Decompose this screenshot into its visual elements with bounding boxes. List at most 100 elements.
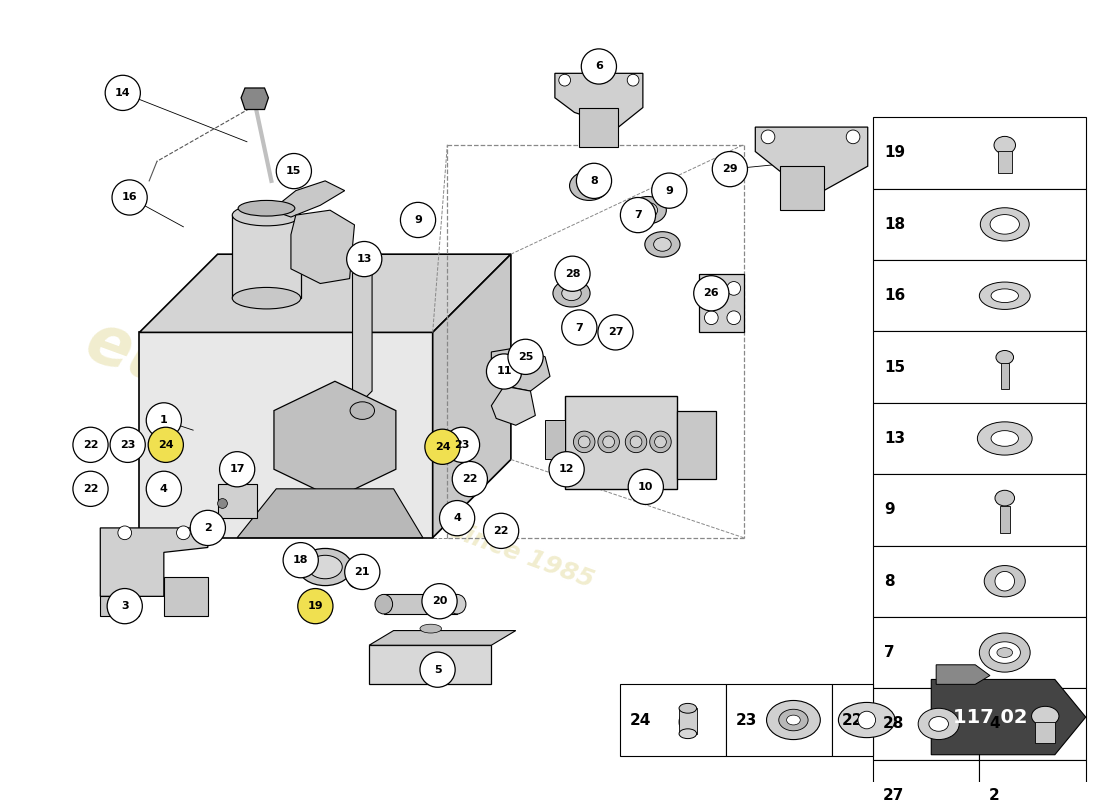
Text: 4: 4: [160, 484, 168, 494]
Ellipse shape: [570, 171, 608, 201]
Bar: [872, 331, 1086, 402]
Text: 25: 25: [518, 352, 534, 362]
Circle shape: [694, 276, 729, 311]
Ellipse shape: [562, 286, 581, 301]
Polygon shape: [546, 420, 564, 459]
Polygon shape: [272, 181, 344, 217]
Circle shape: [73, 471, 108, 506]
Circle shape: [486, 354, 521, 389]
Text: 22: 22: [842, 713, 862, 727]
Text: 7: 7: [575, 322, 583, 333]
Text: 20: 20: [432, 596, 448, 606]
Ellipse shape: [645, 232, 680, 257]
Circle shape: [344, 554, 380, 590]
Circle shape: [283, 542, 318, 578]
Polygon shape: [554, 74, 642, 127]
Circle shape: [562, 310, 597, 345]
Polygon shape: [921, 786, 956, 800]
Text: 24: 24: [630, 713, 651, 727]
Circle shape: [576, 163, 612, 198]
Ellipse shape: [629, 197, 667, 224]
Polygon shape: [370, 630, 516, 646]
Polygon shape: [698, 274, 744, 332]
Text: 27: 27: [882, 788, 904, 800]
Bar: [979, 760, 1086, 800]
Circle shape: [444, 427, 480, 462]
Bar: [872, 688, 979, 760]
Circle shape: [118, 526, 132, 540]
Text: 8: 8: [884, 574, 895, 589]
Ellipse shape: [573, 431, 595, 453]
Circle shape: [484, 514, 519, 549]
Ellipse shape: [1032, 706, 1059, 726]
Ellipse shape: [786, 715, 801, 725]
Circle shape: [148, 427, 184, 462]
Ellipse shape: [579, 436, 590, 448]
Ellipse shape: [838, 702, 895, 738]
Circle shape: [727, 282, 740, 295]
Text: 28: 28: [882, 717, 904, 731]
Text: 4: 4: [989, 717, 1000, 731]
Ellipse shape: [980, 208, 1030, 241]
Polygon shape: [100, 528, 208, 596]
Circle shape: [559, 74, 571, 86]
Text: 13: 13: [356, 254, 372, 264]
Circle shape: [190, 510, 226, 546]
Text: 11: 11: [496, 366, 512, 377]
Bar: [872, 474, 1086, 546]
Ellipse shape: [679, 729, 696, 738]
Polygon shape: [274, 382, 396, 498]
Polygon shape: [432, 254, 510, 538]
Ellipse shape: [996, 490, 1014, 506]
Ellipse shape: [308, 555, 342, 578]
Ellipse shape: [553, 280, 590, 307]
Text: 28: 28: [564, 269, 580, 278]
Ellipse shape: [625, 431, 647, 453]
Circle shape: [554, 256, 590, 291]
Text: 16: 16: [884, 288, 905, 303]
Polygon shape: [290, 210, 354, 283]
Ellipse shape: [603, 436, 615, 448]
Circle shape: [549, 452, 584, 487]
Bar: [1042, 794, 1049, 800]
Polygon shape: [241, 88, 268, 110]
Polygon shape: [492, 386, 536, 426]
Ellipse shape: [979, 282, 1031, 310]
Polygon shape: [384, 594, 458, 614]
Text: 3: 3: [121, 601, 129, 611]
Circle shape: [713, 151, 748, 186]
Ellipse shape: [997, 648, 1013, 658]
Circle shape: [346, 242, 382, 277]
Ellipse shape: [918, 708, 959, 739]
Bar: [679, 708, 696, 734]
Polygon shape: [140, 332, 432, 538]
Circle shape: [276, 154, 311, 189]
Ellipse shape: [630, 436, 642, 448]
Text: 24: 24: [434, 442, 450, 452]
Ellipse shape: [991, 430, 1019, 446]
Ellipse shape: [654, 436, 667, 448]
Circle shape: [107, 589, 142, 624]
Ellipse shape: [449, 594, 466, 614]
Circle shape: [176, 526, 190, 540]
Polygon shape: [780, 166, 824, 210]
Ellipse shape: [991, 289, 1019, 302]
Ellipse shape: [979, 633, 1031, 672]
Ellipse shape: [984, 566, 1025, 597]
Text: 26: 26: [704, 288, 719, 298]
Ellipse shape: [598, 431, 619, 453]
Text: 23: 23: [120, 440, 135, 450]
Circle shape: [581, 49, 616, 84]
Text: 9: 9: [884, 502, 895, 518]
Polygon shape: [678, 410, 716, 479]
Text: 13: 13: [884, 431, 905, 446]
Text: 14: 14: [116, 88, 131, 98]
Polygon shape: [100, 596, 140, 616]
Text: 24: 24: [158, 440, 174, 450]
Circle shape: [651, 173, 686, 208]
Text: 8: 8: [590, 176, 598, 186]
Circle shape: [112, 180, 147, 215]
Text: 2: 2: [204, 523, 211, 533]
Text: eurospares: eurospares: [77, 307, 495, 514]
Circle shape: [846, 130, 860, 144]
